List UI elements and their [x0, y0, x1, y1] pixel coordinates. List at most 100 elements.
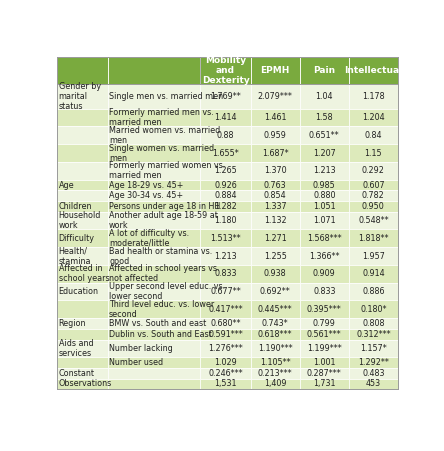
- Bar: [57, 180, 107, 190]
- Bar: [251, 378, 300, 389]
- Text: 0.651**: 0.651**: [309, 131, 340, 140]
- Text: 0.561***: 0.561***: [307, 330, 341, 339]
- Text: 0.607: 0.607: [362, 180, 385, 189]
- Bar: [107, 126, 200, 144]
- Text: 1.001: 1.001: [313, 358, 336, 367]
- Bar: [251, 265, 300, 283]
- Text: 1.04: 1.04: [316, 92, 333, 101]
- Text: EPMH: EPMH: [261, 66, 290, 75]
- Text: 0.548**: 0.548**: [358, 216, 388, 225]
- Bar: [349, 180, 398, 190]
- Bar: [349, 144, 398, 162]
- Text: 0.180*: 0.180*: [360, 305, 387, 314]
- Bar: [57, 357, 107, 368]
- Text: Single women vs. married
men: Single women vs. married men: [109, 143, 214, 163]
- Bar: [349, 329, 398, 340]
- Bar: [251, 84, 300, 109]
- Text: BMW vs. South and east: BMW vs. South and east: [109, 319, 206, 328]
- Text: 0.213***: 0.213***: [258, 369, 293, 378]
- Text: Number used: Number used: [109, 358, 163, 367]
- Bar: [57, 190, 107, 201]
- Bar: [300, 283, 349, 300]
- Text: 0.833: 0.833: [313, 287, 336, 296]
- Text: 0.287***: 0.287***: [307, 369, 342, 378]
- Bar: [300, 144, 349, 162]
- Text: Children: Children: [59, 202, 92, 211]
- Bar: [107, 357, 200, 368]
- Bar: [300, 340, 349, 357]
- Bar: [349, 283, 398, 300]
- Text: Mobility
and
Dexterity: Mobility and Dexterity: [202, 56, 250, 85]
- Bar: [251, 109, 300, 126]
- Text: 1.157*: 1.157*: [360, 344, 387, 353]
- Bar: [200, 283, 251, 300]
- Bar: [107, 378, 200, 389]
- Bar: [300, 162, 349, 180]
- Bar: [200, 230, 251, 247]
- Text: 0.959: 0.959: [264, 131, 287, 140]
- Bar: [300, 318, 349, 329]
- Text: 1.051: 1.051: [313, 202, 336, 211]
- Bar: [349, 378, 398, 389]
- Text: 1.461: 1.461: [264, 113, 286, 122]
- Text: 1,531: 1,531: [214, 379, 237, 388]
- Bar: [200, 378, 251, 389]
- Bar: [349, 126, 398, 144]
- Bar: [300, 329, 349, 340]
- Text: 0.84: 0.84: [365, 131, 382, 140]
- Text: 1.190***: 1.190***: [258, 344, 293, 353]
- Text: 0.88: 0.88: [217, 131, 234, 140]
- Bar: [57, 340, 107, 357]
- Text: 1.58: 1.58: [316, 113, 333, 122]
- Text: 0.880: 0.880: [313, 191, 336, 200]
- Bar: [251, 201, 300, 212]
- Text: 0.692**: 0.692**: [260, 287, 291, 296]
- Text: 1.366**: 1.366**: [309, 252, 340, 261]
- Text: 1.687*: 1.687*: [262, 149, 289, 157]
- Bar: [300, 357, 349, 368]
- Bar: [57, 318, 107, 329]
- Text: 1.105**: 1.105**: [260, 358, 290, 367]
- Text: 1.282: 1.282: [214, 202, 237, 211]
- Bar: [251, 57, 300, 84]
- Text: 0.884: 0.884: [214, 191, 237, 200]
- Text: Pain: Pain: [313, 66, 335, 75]
- Text: Observations: Observations: [59, 379, 112, 388]
- Text: 1.276***: 1.276***: [208, 344, 243, 353]
- Text: 0.985: 0.985: [313, 180, 336, 189]
- Bar: [300, 265, 349, 283]
- Text: 0.833: 0.833: [214, 269, 237, 278]
- Text: Upper second level educ. vs.
lower second: Upper second level educ. vs. lower secon…: [109, 282, 225, 301]
- Bar: [349, 300, 398, 318]
- Bar: [57, 212, 107, 230]
- Text: 0.938: 0.938: [264, 269, 286, 278]
- Bar: [107, 180, 200, 190]
- Text: 0.886: 0.886: [362, 287, 385, 296]
- Text: 1.204: 1.204: [362, 113, 385, 122]
- Bar: [349, 201, 398, 212]
- Text: 1.414: 1.414: [214, 113, 237, 122]
- Text: Bad health or stamina vs.
good: Bad health or stamina vs. good: [109, 247, 212, 266]
- Bar: [251, 180, 300, 190]
- Bar: [251, 283, 300, 300]
- Text: 1.337: 1.337: [264, 202, 286, 211]
- Bar: [300, 109, 349, 126]
- Bar: [349, 57, 398, 84]
- Text: 1.132: 1.132: [264, 216, 286, 225]
- Bar: [251, 190, 300, 201]
- Bar: [200, 126, 251, 144]
- Text: 1.271: 1.271: [264, 234, 287, 243]
- Bar: [300, 84, 349, 109]
- Bar: [200, 190, 251, 201]
- Bar: [300, 126, 349, 144]
- Bar: [107, 109, 200, 126]
- Bar: [300, 368, 349, 378]
- Bar: [200, 368, 251, 378]
- Text: 1.292**: 1.292**: [358, 358, 389, 367]
- Text: Age 30-34 vs. 45+: Age 30-34 vs. 45+: [109, 191, 183, 200]
- Bar: [251, 230, 300, 247]
- Bar: [251, 247, 300, 265]
- Text: 1.568***: 1.568***: [307, 234, 341, 243]
- Text: 1.15: 1.15: [365, 149, 382, 157]
- Text: 1.178: 1.178: [362, 92, 385, 101]
